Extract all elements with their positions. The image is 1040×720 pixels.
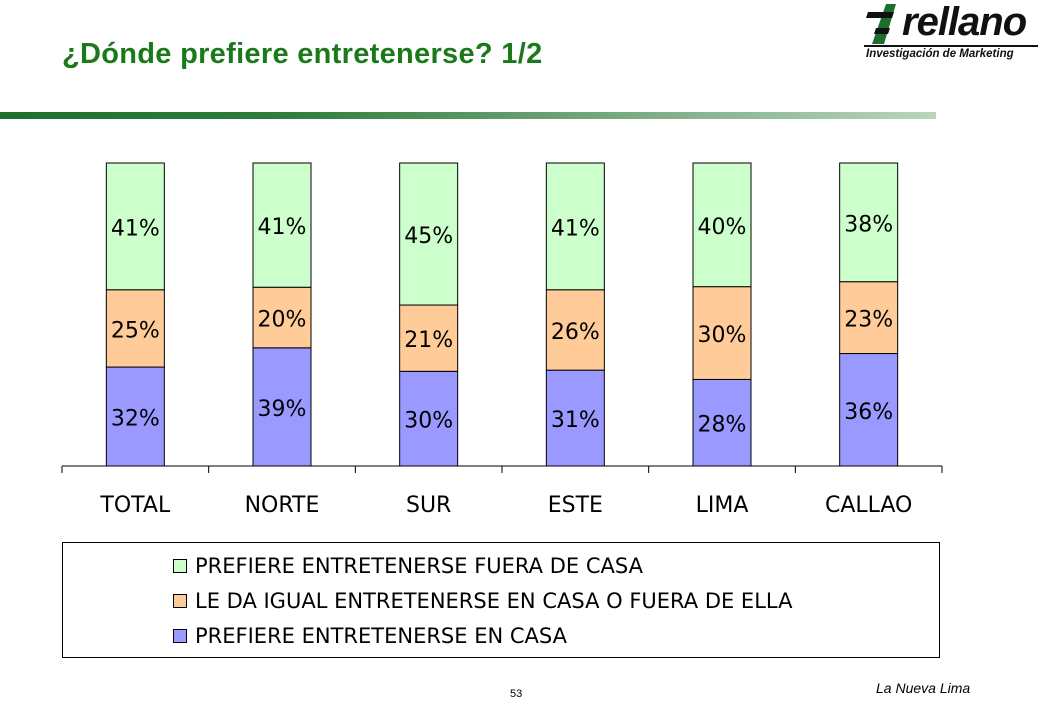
logo-tagline: Investigación de Marketing xyxy=(866,48,1014,60)
category-label-este: ESTE xyxy=(548,493,603,518)
category-label-lima: LIMA xyxy=(696,493,749,518)
data-label-total-igual: 25% xyxy=(111,318,160,343)
bar-total-fuera xyxy=(105,162,165,291)
legend-label-fuera: PREFIERE ENTRETENERSE FUERA DE CASA xyxy=(195,554,643,578)
data-label-sur-fuera: 45% xyxy=(404,224,453,249)
bar-este-igual xyxy=(545,289,605,371)
legend-swatch-igual xyxy=(173,594,187,608)
bar-este-fuera xyxy=(545,162,605,291)
bar-lima-igual xyxy=(692,286,752,380)
bar-callao-fuera xyxy=(839,162,899,283)
data-label-norte-igual: 20% xyxy=(258,308,307,333)
logo-underline xyxy=(864,45,1038,47)
report-name: La Nueva Lima xyxy=(876,680,971,696)
bar-norte-igual xyxy=(252,286,312,349)
bar-total-igual xyxy=(105,289,165,368)
bar-norte-en-casa xyxy=(252,347,312,467)
data-label-total-en-casa: 32% xyxy=(111,407,160,432)
bar-este-en-casa xyxy=(545,369,605,467)
legend-item-fuera: PREFIERE ENTRETENERSE FUERA DE CASA xyxy=(173,551,643,581)
category-label-sur: SUR xyxy=(406,493,451,518)
data-label-sur-igual: 21% xyxy=(404,328,453,353)
logo-wordmark: rellano xyxy=(902,0,1027,44)
data-label-lima-fuera: 40% xyxy=(698,215,747,240)
page-title: ¿Dónde prefiere entretenerse? 1/2 xyxy=(62,38,543,70)
data-label-este-fuera: 41% xyxy=(551,216,600,241)
legend-swatch-en-casa xyxy=(173,629,187,643)
bar-total-en-casa xyxy=(105,366,165,467)
title-divider xyxy=(0,112,936,119)
logo-a-icon xyxy=(866,4,896,44)
legend-item-en-casa: PREFIERE ENTRETENERSE EN CASA xyxy=(173,621,567,651)
data-label-total-fuera: 41% xyxy=(111,216,160,241)
bar-sur-en-casa xyxy=(399,370,459,467)
category-label-norte: NORTE xyxy=(245,493,320,518)
data-label-norte-en-casa: 39% xyxy=(258,397,307,422)
category-label-callao: CALLAO xyxy=(825,493,912,518)
data-label-callao-en-casa: 36% xyxy=(844,400,893,425)
stacked-bar-chart: 32% 25% 41% TOTAL 39% 20% 41% NORTE 30% 21% 45% SUR… xyxy=(61,162,943,518)
legend-label-igual: LE DA IGUAL ENTRETENERSE EN CASA O FUERA… xyxy=(195,589,793,613)
legend-label-en-casa: PREFIERE ENTRETENERSE EN CASA xyxy=(195,624,567,648)
page-number: 53 xyxy=(510,688,523,700)
data-label-callao-igual: 23% xyxy=(844,308,893,333)
bar-sur-fuera xyxy=(399,162,459,306)
data-label-sur-en-casa: 30% xyxy=(404,409,453,434)
legend-item-igual: LE DA IGUAL ENTRETENERSE EN CASA O FUERA… xyxy=(173,586,792,616)
company-logo: rellano Investigación de Marketing xyxy=(864,0,1040,72)
data-label-norte-fuera: 41% xyxy=(258,215,307,240)
bar-callao-en-casa xyxy=(839,353,899,467)
chart-legend: PREFIERE ENTRETENERSE FUERA DE CASA LE D… xyxy=(62,542,940,658)
category-label-total: TOTAL xyxy=(99,493,171,518)
bar-lima-en-casa xyxy=(692,378,752,467)
legend-swatch-fuera xyxy=(173,559,187,573)
bar-callao-igual xyxy=(839,281,899,355)
data-label-callao-fuera: 38% xyxy=(844,212,893,237)
bar-lima-fuera xyxy=(692,162,752,288)
data-label-lima-igual: 30% xyxy=(698,323,747,348)
bar-norte-fuera xyxy=(252,162,312,288)
data-label-lima-en-casa: 28% xyxy=(698,413,747,438)
data-label-este-en-casa: 31% xyxy=(551,408,600,433)
data-label-este-igual: 26% xyxy=(551,320,600,345)
